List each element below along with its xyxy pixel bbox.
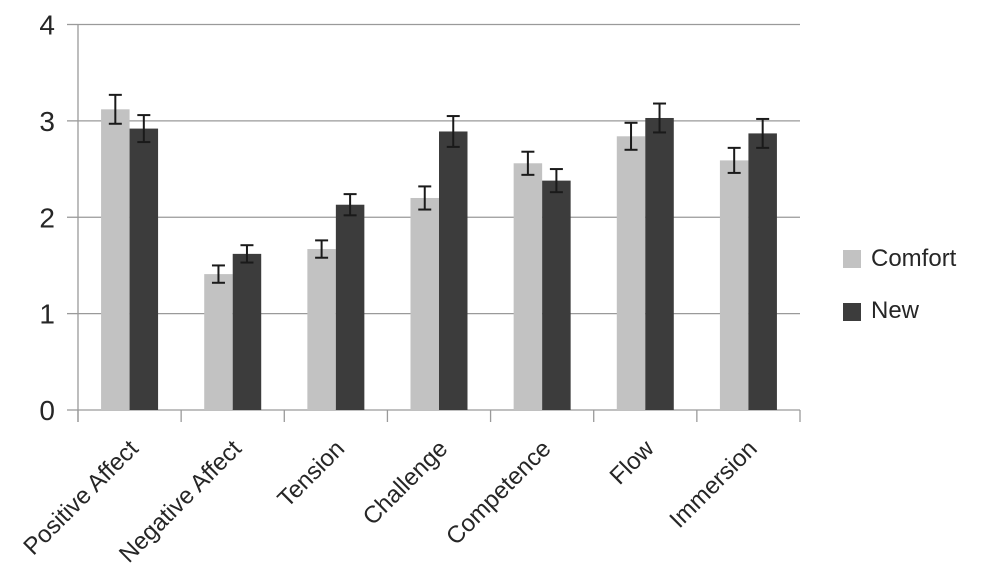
legend: Comfort New [843,245,957,325]
y-axis-label-1: 1 [39,299,55,330]
y-axis-label-4: 4 [39,10,55,41]
bar-new-immersion [748,133,777,410]
legend-label-comfort: Comfort [871,245,957,272]
bar-comfort-immersion [719,160,749,410]
bar-new-flow [645,117,674,410]
bar-comfort-flow [616,136,646,411]
y-axis-label-2: 2 [39,202,55,233]
x-axis-label-competence: Competence [441,435,556,550]
bar-new-tension [335,204,365,410]
bar-new-challenge [439,131,468,410]
bar-comfort-negative-affect [204,274,233,410]
bar-new-positive-affect [129,128,159,410]
legend-label-new: New [871,297,920,325]
bar-new-competence [542,180,571,410]
legend-item-comfort: Comfort [843,245,957,272]
x-axis-label-immersion: Immersion [664,435,762,533]
legend-swatch-new-icon [843,302,861,321]
bar-new-negative-affect [232,253,262,410]
legend-swatch-comfort-icon [843,250,861,269]
y-axis-label-0: 0 [39,395,55,426]
x-axis-label-flow: Flow [605,435,660,490]
legend-item-new: New [843,297,956,325]
y-axis-label-3: 3 [39,106,55,137]
bar-comfort-challenge [410,197,439,410]
bar-comfort-positive-affect [101,109,130,410]
x-axis-label-tension: Tension [273,435,351,513]
x-axis-label-challenge: Challenge [358,435,454,531]
bar-comfort-tension [307,249,336,410]
bar-comfort-competence [513,163,543,410]
